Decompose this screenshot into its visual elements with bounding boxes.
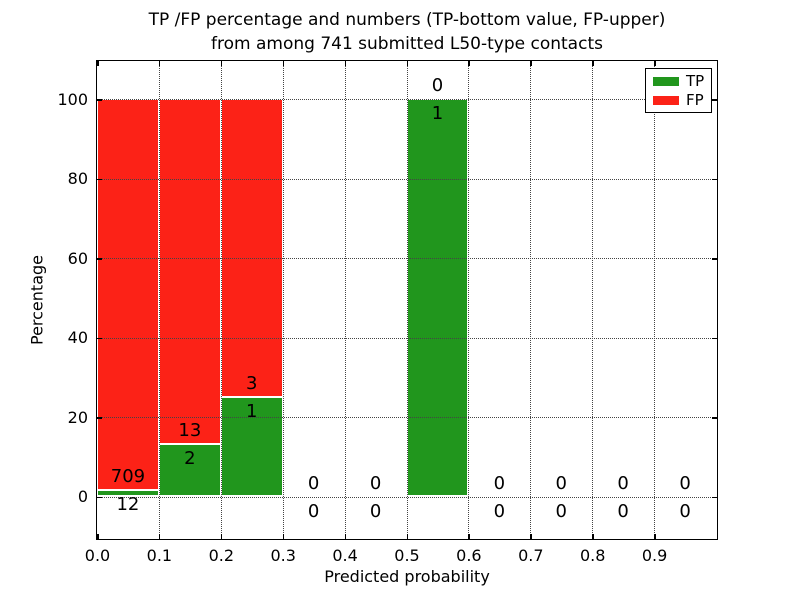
- y-tick-mark: [97, 496, 102, 498]
- x-tick-mark: [344, 534, 347, 539]
- y-tick-mark: [712, 258, 717, 260]
- chart-title-line1: TP /FP percentage and numbers (TP-bottom…: [148, 10, 666, 30]
- fp-bar-segment: [97, 99, 159, 490]
- vertical-gridline: [530, 61, 532, 539]
- y-tick-mark: [712, 178, 717, 181]
- legend-row-fp: FP: [653, 90, 711, 109]
- x-tick-label: 0.3: [270, 546, 296, 565]
- fp-count-label: 0: [369, 472, 382, 494]
- x-tick-mark: [654, 61, 656, 66]
- vertical-gridline: [406, 61, 408, 539]
- legend: TP FP: [645, 68, 712, 113]
- x-tick-mark: [220, 61, 223, 66]
- x-tick-label: 0.0: [84, 546, 111, 565]
- y-tick-label: 60: [67, 248, 88, 268]
- tp-count-label: 0: [679, 500, 691, 522]
- y-tick-label: 20: [67, 407, 88, 427]
- x-tick-label: 0.9: [641, 546, 668, 565]
- tp-count-label: 1: [431, 103, 444, 125]
- fp-count-label: 3: [246, 373, 258, 395]
- chart-title: TP /FP percentage and numbers (TP-bottom…: [40, 8, 774, 56]
- tp-bar-segment: [158, 443, 221, 497]
- chart-title-line2: from among 741 submitted L50-type contac…: [211, 34, 603, 54]
- legend-label-tp: TP: [686, 71, 705, 90]
- x-tick-mark: [530, 534, 532, 539]
- fp-count-label: 0: [431, 75, 444, 97]
- tp-count-label: 0: [617, 500, 629, 522]
- legend-label-fp: FP: [686, 90, 704, 109]
- legend-row-tp: TP: [653, 71, 711, 90]
- x-tick-mark: [344, 61, 347, 66]
- tp-count-label: 0: [555, 500, 567, 522]
- x-tick-label: 0.2: [208, 546, 235, 565]
- vertical-gridline: [158, 61, 160, 539]
- tp-count-label: 2: [184, 447, 196, 469]
- tp-count-label: 0: [307, 500, 320, 522]
- x-tick-mark: [97, 534, 99, 539]
- x-tick-label: 0.7: [518, 546, 544, 565]
- x-tick-mark: [468, 61, 470, 66]
- x-tick-mark: [282, 61, 285, 66]
- y-tick-mark: [97, 417, 102, 419]
- tp-count-label: 1: [246, 401, 258, 423]
- fp-count-label: 709: [110, 465, 146, 487]
- vertical-gridline: [468, 61, 470, 539]
- vertical-gridline: [654, 61, 656, 539]
- x-tick-mark: [406, 61, 408, 66]
- y-tick-label: 40: [67, 328, 88, 348]
- x-tick-mark: [530, 61, 532, 66]
- x-tick-label: 0.5: [394, 546, 420, 565]
- y-tick-mark: [97, 99, 102, 101]
- y-tick-mark: [97, 337, 102, 340]
- fp-count-label: 13: [178, 419, 202, 441]
- x-tick-label: 0.4: [332, 546, 358, 565]
- vertical-gridline: [592, 61, 594, 539]
- y-tick-mark: [712, 417, 717, 419]
- vertical-gridline: [344, 61, 346, 539]
- y-tick-label: 80: [67, 169, 88, 189]
- fp-count-label: 0: [555, 472, 567, 494]
- tp-bar-segment: [97, 489, 159, 497]
- fp-count-label: 0: [493, 472, 506, 494]
- x-tick-mark: [592, 61, 594, 66]
- fp-count-label: 0: [617, 472, 629, 494]
- y-tick-mark: [97, 178, 102, 181]
- vertical-gridline: [282, 61, 284, 539]
- tp-count-label: 0: [493, 500, 506, 522]
- fp-color-swatch-icon: [653, 95, 679, 105]
- fp-count-label: 0: [679, 472, 691, 494]
- x-tick-mark: [282, 534, 285, 539]
- tp-color-swatch-icon: [653, 76, 679, 86]
- x-tick-mark: [592, 534, 594, 539]
- y-tick-mark: [712, 496, 717, 498]
- x-tick-mark: [97, 61, 99, 66]
- y-tick-label: 100: [57, 89, 88, 109]
- x-tick-mark: [406, 534, 408, 539]
- x-tick-label: 0.1: [146, 546, 173, 565]
- y-tick-mark: [712, 99, 717, 101]
- x-tick-label: 0.8: [579, 546, 606, 565]
- x-tick-mark: [468, 534, 470, 539]
- fp-bar-segment: [158, 99, 221, 444]
- x-tick-mark: [158, 534, 161, 539]
- fp-count-label: 0: [307, 472, 320, 494]
- y-tick-label: 0: [77, 487, 88, 506]
- x-tick-label: 0.6: [456, 546, 482, 565]
- tp-count-label: 0: [369, 500, 382, 522]
- x-tick-mark: [654, 534, 656, 539]
- y-tick-mark: [97, 258, 102, 260]
- tp-count-label: 12: [116, 493, 140, 515]
- fp-bar-segment: [220, 99, 283, 398]
- y-tick-mark: [712, 337, 717, 340]
- plot-area: 709 12 13 2 3 1 0 0 0 0 0 1 0 0 0 0 0 0 0 0: [96, 60, 718, 540]
- tp-bar-segment: [406, 99, 469, 497]
- x-tick-mark: [158, 61, 161, 66]
- x-tick-mark: [220, 534, 223, 539]
- x-axis-label: Predicted probability: [324, 567, 490, 586]
- vertical-gridline: [220, 61, 222, 539]
